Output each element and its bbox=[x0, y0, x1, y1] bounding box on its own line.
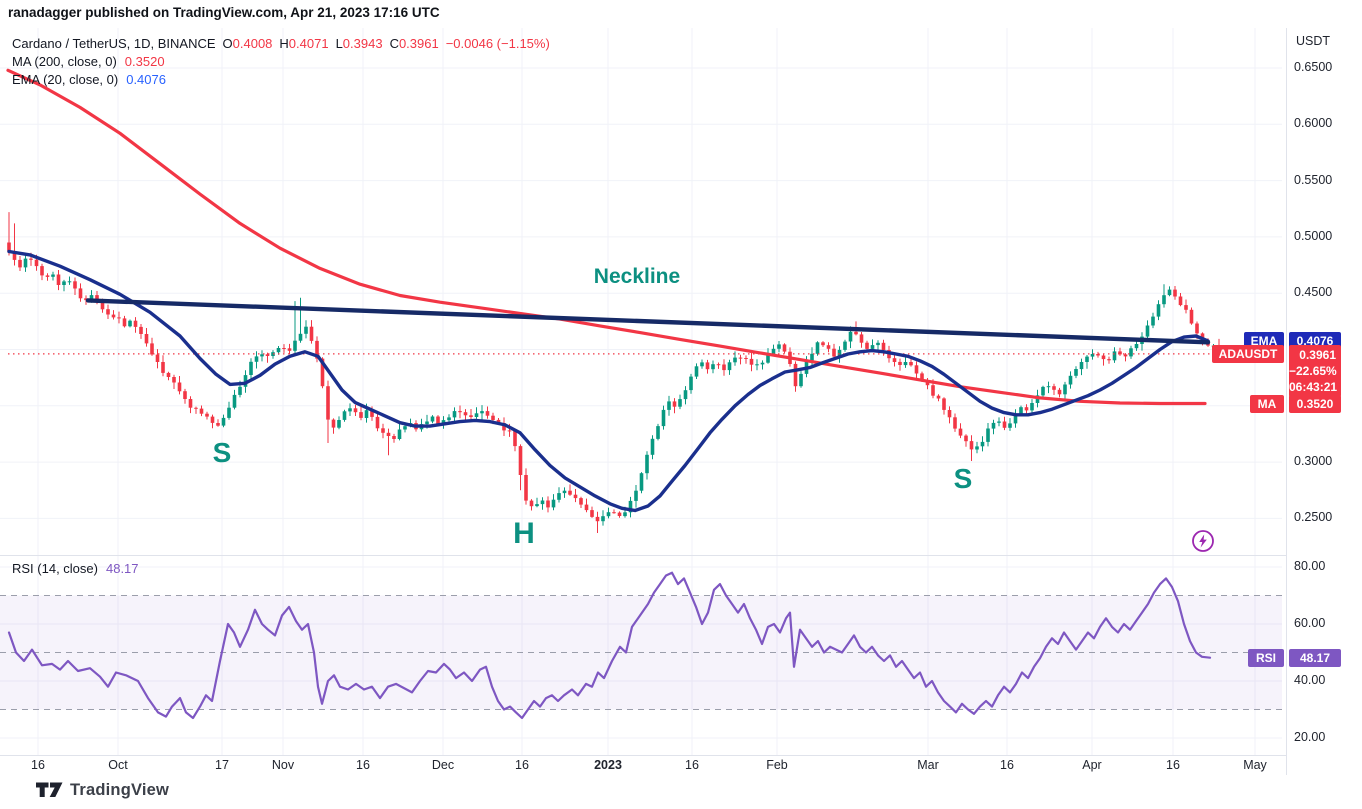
ma-indicator-label: MA (200, close, 0) bbox=[12, 54, 117, 69]
time-axis-divider bbox=[0, 755, 1286, 756]
published-attribution: ranadagger published on TradingView.com,… bbox=[8, 5, 440, 20]
ema20-line bbox=[7, 249, 1210, 513]
time-axis-tick[interactable]: Nov bbox=[271, 758, 295, 772]
rsi-axis-value: 48.17 bbox=[1289, 649, 1341, 667]
annotation-neckline: Neckline bbox=[593, 265, 681, 288]
time-axis-tick[interactable]: Apr bbox=[1082, 758, 1102, 772]
time-axis-tick[interactable]: Dec bbox=[431, 758, 455, 772]
candlestick-series bbox=[7, 212, 1227, 533]
price-axis-tick[interactable]: 0.6000 bbox=[1294, 116, 1333, 130]
time-axis-tick[interactable]: 2023 bbox=[594, 758, 622, 772]
time-axis-tick[interactable]: 16 bbox=[515, 758, 529, 772]
price-axis-tick[interactable]: 0.3000 bbox=[1294, 454, 1333, 468]
ohlc-key: C bbox=[389, 36, 399, 51]
price-axis-tick[interactable]: 0.2500 bbox=[1294, 510, 1333, 524]
rsi-axis-tick[interactable]: 40.00 bbox=[1294, 673, 1326, 687]
grid bbox=[0, 28, 1282, 555]
neckline-trendline bbox=[85, 298, 1211, 345]
symbol-axis-value: 0.3961 −22.65% 06:43:21 bbox=[1289, 345, 1341, 397]
price-pane[interactable] bbox=[0, 28, 1286, 555]
legend-rsi-row[interactable]: RSI (14, close) 48.17 bbox=[12, 561, 139, 576]
tradingview-logo-text: TradingView bbox=[70, 781, 170, 799]
ema-indicator-value: 0.4076 bbox=[126, 72, 166, 87]
ma-axis-value: 0.3520 bbox=[1289, 395, 1341, 413]
instant-trading-button[interactable] bbox=[1191, 529, 1215, 558]
ma200-line bbox=[6, 68, 1207, 406]
rsi-pane[interactable] bbox=[0, 555, 1286, 755]
legend-ema-row[interactable]: EMA (20, close, 0) 0.4076 bbox=[12, 72, 166, 87]
ohlc-values: O0.4008 H0.4071 L0.3943 C0.3961 bbox=[216, 36, 439, 51]
price-axis-tick[interactable]: 0.5500 bbox=[1294, 173, 1333, 187]
tradingview-logo-icon bbox=[36, 782, 63, 797]
change-value: −0.0046 (−1.15%) bbox=[445, 36, 550, 51]
price-axis-divider bbox=[1286, 28, 1287, 775]
lightning-bolt-icon bbox=[1192, 530, 1214, 552]
time-axis-tick[interactable]: 17 bbox=[215, 758, 229, 772]
rsi-indicator-label: RSI (14, close) bbox=[12, 561, 98, 576]
ohlc-key: H bbox=[279, 36, 289, 51]
rsi-line bbox=[7, 571, 1212, 720]
annotation-right-shoulder: S bbox=[953, 463, 973, 494]
rsi-axis-tick[interactable]: 20.00 bbox=[1294, 730, 1326, 744]
price-axis-unit: USDT bbox=[1296, 34, 1331, 48]
ema-indicator-label: EMA (20, close, 0) bbox=[12, 72, 119, 87]
symbol-axis-label: ADAUSDT bbox=[1212, 345, 1284, 363]
ma-axis-label: MA bbox=[1250, 395, 1284, 413]
ohlc-value: 0.4071 bbox=[288, 36, 329, 51]
ohlc-value: 0.4008 bbox=[232, 36, 273, 51]
ma-indicator-value: 0.3520 bbox=[124, 54, 165, 69]
price-axis-tick[interactable]: 0.6500 bbox=[1294, 60, 1333, 74]
time-axis-tick[interactable]: Feb bbox=[766, 758, 788, 772]
annotation-head: H bbox=[513, 517, 535, 550]
pane-divider[interactable] bbox=[0, 555, 1286, 556]
time-axis-tick[interactable]: 16 bbox=[1166, 758, 1180, 772]
time-axis-tick[interactable]: May bbox=[1243, 758, 1267, 772]
time-axis-tick[interactable]: 16 bbox=[1000, 758, 1014, 772]
time-axis-tick[interactable]: 16 bbox=[31, 758, 45, 772]
rsi-indicator-value: 48.17 bbox=[105, 561, 139, 576]
time-axis-tick[interactable]: 16 bbox=[685, 758, 699, 772]
tradingview-logo[interactable]: TradingView bbox=[36, 781, 169, 800]
symbol-title: Cardano / TetherUS, 1D, BINANCE bbox=[12, 36, 216, 51]
time-axis-tick[interactable]: Oct bbox=[108, 758, 128, 772]
ohlc-key: L bbox=[335, 36, 343, 51]
annotation-left-shoulder: S bbox=[212, 437, 232, 468]
ohlc-value: 0.3961 bbox=[398, 36, 439, 51]
time-axis-tick[interactable]: Mar bbox=[917, 758, 939, 772]
price-axis-tick[interactable]: 0.4500 bbox=[1294, 285, 1333, 299]
legend-ma-row[interactable]: MA (200, close, 0) 0.3520 bbox=[12, 54, 165, 69]
rsi-axis-tick[interactable]: 60.00 bbox=[1294, 616, 1326, 630]
price-axis-tick[interactable]: 0.5000 bbox=[1294, 229, 1333, 243]
rsi-axis-tick[interactable]: 80.00 bbox=[1294, 559, 1326, 573]
time-axis-tick[interactable]: 16 bbox=[356, 758, 370, 772]
legend-symbol-row[interactable]: Cardano / TetherUS, 1D, BINANCE O0.4008 H0… bbox=[12, 36, 550, 51]
rsi-axis-label: RSI bbox=[1248, 649, 1284, 667]
ohlc-value: 0.3943 bbox=[342, 36, 383, 51]
ohlc-key: O bbox=[222, 36, 233, 51]
